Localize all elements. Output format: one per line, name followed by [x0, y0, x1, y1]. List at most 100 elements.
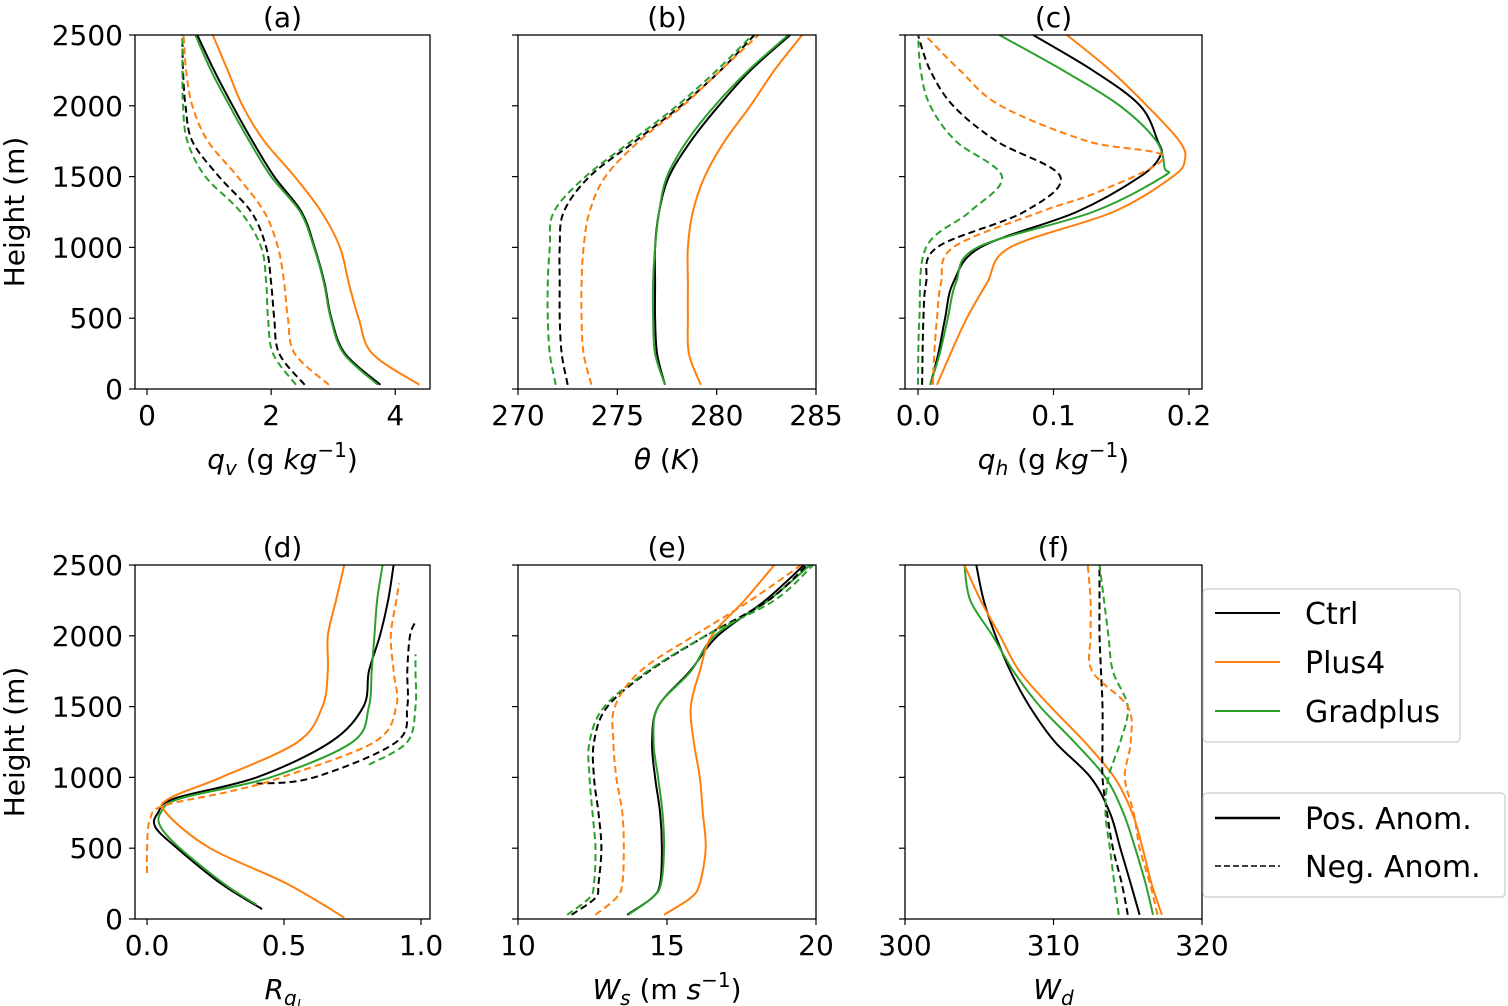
- legend-experiments: Ctrl Plus4 Gradplus: [1202, 588, 1461, 743]
- series-line-gradplus-neg: [1098, 564, 1129, 915]
- series-line-plus4-neg: [580, 34, 760, 386]
- x-tick-label: 0.0: [896, 399, 941, 432]
- series-line-ctrl-pos: [653, 34, 791, 386]
- y-tick-label: 0: [105, 903, 123, 936]
- axes-frame: [904, 564, 1203, 920]
- x-axis-label-part: h: [996, 456, 1009, 480]
- x-axis-label: θ (K): [634, 443, 700, 476]
- y-tick-label: 2000: [52, 90, 123, 123]
- series-line-gradplus-neg: [566, 564, 814, 916]
- x-axis-label-part: −1: [317, 438, 346, 462]
- x-tick-label: 1.0: [399, 929, 444, 962]
- y-tick-label: 1000: [52, 231, 123, 264]
- x-axis-label: Wd: [1033, 973, 1074, 1006]
- series-line-plus4-pos: [663, 564, 776, 916]
- series-line-gradplus-neg: [181, 34, 297, 386]
- axes-frame: [904, 34, 1203, 390]
- x-tick-label: 4: [386, 399, 404, 432]
- x-tick-label: 0.2: [1167, 399, 1212, 432]
- x-axis-label-part: kg: [283, 443, 317, 476]
- legend-label-neg-anom: Neg. Anom.: [1305, 850, 1481, 885]
- legend-label-ctrl: Ctrl: [1305, 597, 1358, 632]
- x-axis-label-part: W: [592, 973, 621, 1006]
- x-tick-label: 300: [878, 929, 931, 962]
- x-tick-label: 0.0: [125, 929, 170, 962]
- series-line-ctrl-neg: [256, 621, 417, 785]
- x-axis-label-part: q: [207, 443, 225, 476]
- x-tick-label: 0.1: [1031, 399, 1076, 432]
- x-tick-label: 2: [262, 399, 280, 432]
- series-line-ctrl-neg: [181, 34, 306, 386]
- series-line-ctrl-neg: [917, 34, 1062, 385]
- series-line-plus4-pos: [211, 34, 421, 386]
- series-line-plus4-pos: [936, 34, 1187, 386]
- x-axis-label: Rql: [264, 973, 300, 1006]
- y-tick-label: 1500: [52, 691, 123, 724]
- series-line-ctrl-neg: [571, 564, 808, 916]
- y-tick-label: 1000: [52, 761, 123, 794]
- series-line-plus4-neg: [182, 34, 330, 386]
- x-axis-label-part: s: [687, 973, 702, 1006]
- x-tick-label: 280: [690, 399, 743, 432]
- x-axis-label-part: (g: [1008, 443, 1055, 476]
- x-tick-label: 310: [1027, 929, 1080, 962]
- x-axis-label: qv (g kg−1): [207, 438, 358, 480]
- series-line-gradplus-pos: [929, 34, 1171, 386]
- series-line-gradplus-neg: [368, 654, 418, 766]
- x-axis-label-part: q: [978, 443, 996, 476]
- x-axis-label-part: s: [620, 986, 630, 1006]
- x-axis-label-part: v: [225, 456, 238, 480]
- axes-frame: [134, 34, 431, 390]
- y-tick-label: 2000: [52, 620, 123, 653]
- x-tick-label: 0.5: [262, 929, 307, 962]
- x-axis-label-part: K: [671, 443, 692, 476]
- series-line-plus4-neg: [145, 583, 400, 874]
- x-axis-label-part: R: [264, 973, 283, 1006]
- x-tick-label: 10: [500, 929, 536, 962]
- series-line-gradplus-pos: [194, 34, 379, 386]
- panel-title: (d): [263, 531, 303, 564]
- series-line-gradplus-pos: [651, 34, 789, 386]
- x-axis-label-part: −1: [1089, 438, 1118, 462]
- panel-b: 270 275 280 285 (b) θ (K): [491, 1, 842, 476]
- x-axis-label-part: −1: [701, 968, 730, 992]
- x-axis-label-part: ): [347, 443, 358, 476]
- series-line-gradplus-neg: [917, 34, 1004, 385]
- legend-anomalies: Pos. Anom. Neg. Anom.: [1202, 792, 1506, 898]
- x-tick-label: 285: [789, 399, 842, 432]
- series-line-ctrl-neg: [558, 34, 756, 385]
- x-tick-label: 15: [649, 929, 685, 962]
- y-tick-label: 500: [70, 832, 123, 865]
- panel-a: 0 2 4 0 500 1000 1500 2000 2500 (a) qv (g kg−1) Hei…: [0, 1, 431, 480]
- x-axis-label-part: θ: [634, 443, 651, 476]
- legend-label-plus4: Plus4: [1305, 646, 1385, 681]
- x-tick-label: 320: [1175, 929, 1228, 962]
- axes-frame: [134, 564, 431, 920]
- panel-d: 0.0 0.5 1.0 0 500 1000 1500 2000 2500 (d) Rql Heigh…: [0, 531, 443, 1006]
- panel-title: (a): [263, 1, 302, 34]
- panel-title: (e): [647, 531, 686, 564]
- y-tick-label: 2500: [52, 549, 123, 582]
- panel-e: 10 15 20(e)Ws (m s−1): [500, 531, 834, 1006]
- x-axis-label-part: (g: [237, 443, 284, 476]
- series-line-ctrl-pos: [152, 564, 395, 910]
- x-axis-label-part: ): [1118, 443, 1129, 476]
- x-axis-label: qh (g kg−1): [978, 438, 1129, 480]
- axes-frame: [517, 564, 817, 920]
- x-axis-label-part: ): [731, 973, 742, 1006]
- series-line-gradplus-pos: [157, 564, 384, 906]
- y-tick-label: 0: [105, 373, 123, 406]
- x-axis-label: Ws (m s−1): [592, 968, 741, 1006]
- panel-title: (f): [1038, 531, 1070, 564]
- series-line-plus4-pos: [686, 34, 803, 386]
- series-line-ctrl-neg: [1098, 565, 1129, 915]
- x-axis-label-part: ): [689, 443, 700, 476]
- panel-c: 0.0 0.1 0.2 (c) qh (g kg−1): [896, 1, 1212, 480]
- series-line-plus4-neg: [1086, 564, 1159, 916]
- series-line-ctrl-pos: [929, 34, 1163, 386]
- series-line-gradplus-pos: [627, 564, 811, 916]
- x-axis-label-part: q: [284, 986, 297, 1006]
- series-line-gradplus-pos: [963, 564, 1154, 916]
